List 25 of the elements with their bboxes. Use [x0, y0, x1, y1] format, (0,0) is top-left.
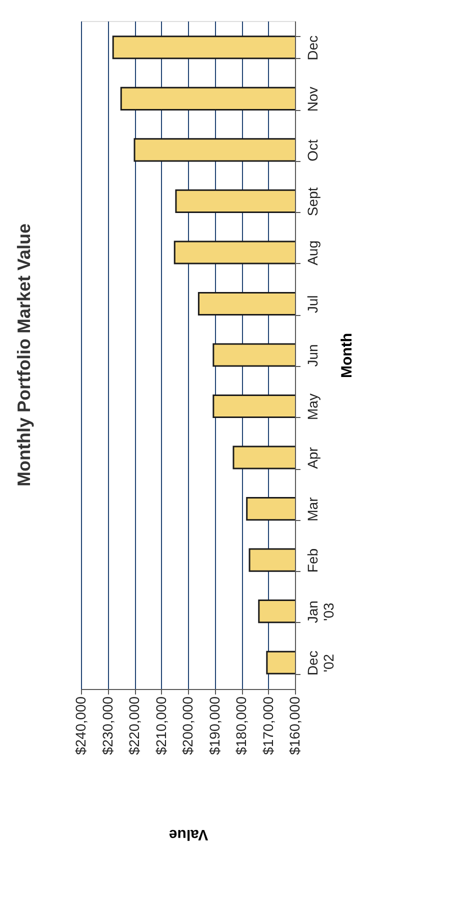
y-tick-label: Mar	[304, 496, 320, 522]
x-tick-label: $230,000	[99, 696, 116, 755]
x-tick-label: $200,000	[180, 696, 196, 755]
x-tick-label: $220,000	[126, 696, 142, 755]
y-tick-label: Oct	[304, 139, 320, 162]
y-tick-label: Jul	[304, 295, 320, 314]
y-tick-label: Aug	[304, 240, 320, 266]
x-tick-label: $210,000	[152, 696, 169, 755]
x-tick-label: $160,000	[286, 696, 302, 755]
x-tick-label: $240,000	[72, 696, 88, 755]
x-axis-title: Value	[168, 826, 208, 843]
y-tick-label: Nov	[304, 86, 320, 112]
y-tick-label: Dec '02	[304, 650, 336, 676]
y-tick-label: Feb	[304, 548, 320, 573]
x-tick-label: $170,000	[260, 696, 276, 755]
y-axis-title: Month	[338, 333, 356, 378]
x-tick-label: $190,000	[206, 696, 222, 755]
y-tick-label: Jan '03	[304, 600, 336, 624]
y-tick-label: Dec	[304, 35, 320, 60]
x-tick-label: $180,000	[233, 696, 249, 755]
y-tick-label: Jun	[304, 344, 320, 367]
y-tick-label: Apr	[304, 446, 320, 469]
y-tick-label: Sept	[304, 187, 320, 216]
text: Monthly Portfolio Market Value	[14, 223, 34, 487]
y-tick-label: May	[304, 394, 320, 420]
